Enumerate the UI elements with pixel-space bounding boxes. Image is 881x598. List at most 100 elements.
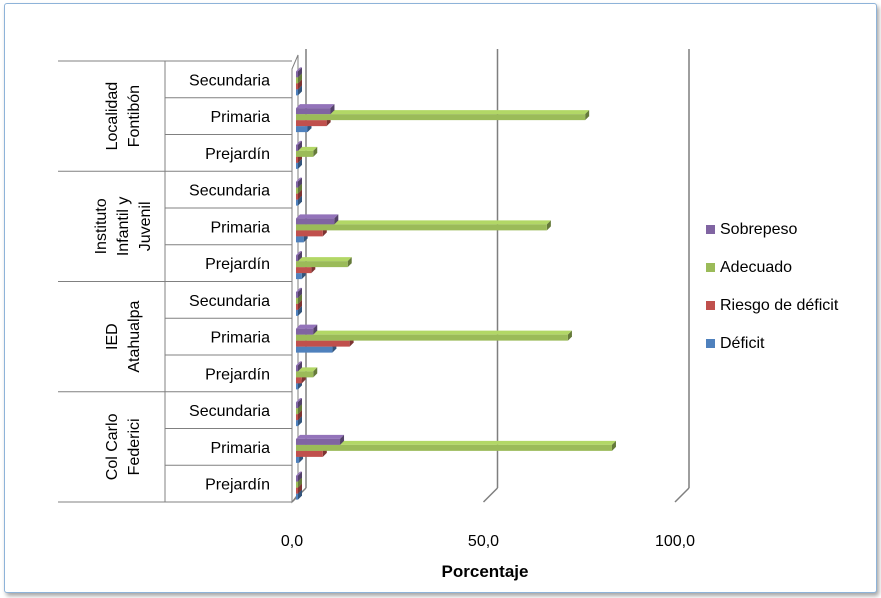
bar-sobrepeso (296, 140, 302, 151)
bar-front-face (296, 371, 314, 378)
bar-front-face (296, 236, 304, 243)
bar-front-face (296, 261, 348, 268)
bar-front-face (296, 444, 612, 451)
bar-sobrepeso (296, 214, 339, 225)
bar-side-face (298, 404, 302, 415)
bar-side-face (340, 434, 345, 445)
bar-front-face (296, 438, 341, 445)
bar-front-face (296, 334, 568, 341)
bar-top-face (296, 140, 302, 145)
bar-front-face (296, 456, 300, 463)
bar-front-face (296, 156, 298, 163)
bar-side-face (298, 140, 302, 151)
category-tick-label: Prejardín (205, 256, 270, 273)
bar-side-face (546, 220, 551, 231)
bar-top-face (296, 220, 551, 225)
bar-front-face (296, 114, 586, 121)
bar-sobrepeso (296, 177, 302, 188)
bar-front-face (296, 493, 298, 500)
bar-adecuado (296, 220, 551, 231)
bar-side-face (298, 85, 302, 96)
bar-side-face (298, 195, 302, 206)
category-tick-label: Prejardín (205, 146, 270, 163)
bar-side-face (334, 214, 339, 225)
bar-side-face (298, 471, 302, 482)
legend-label: Riesgo de déficit (720, 297, 839, 314)
bar-front-face (296, 218, 335, 225)
bar-front-face (296, 383, 298, 390)
legend-label: Sobrepeso (720, 221, 797, 238)
bar-top-face (296, 361, 302, 366)
bar-front-face (296, 224, 547, 231)
bar-side-face (298, 79, 302, 90)
bar-top-face (296, 214, 339, 219)
legend-swatch (706, 263, 715, 272)
legend-label: Adecuado (720, 259, 792, 276)
bar-front-face (296, 71, 298, 78)
bar-front-face (296, 346, 333, 353)
bar-sobrepeso (296, 361, 302, 372)
bar-front-face (296, 144, 298, 151)
legend-item: Sobrepeso (706, 221, 797, 238)
bar-front-face (296, 193, 298, 200)
category-tick-label: Primaria (210, 219, 270, 236)
bar-front-face (296, 89, 298, 96)
bar-front-face (296, 126, 308, 133)
bar-side-face (298, 398, 302, 409)
bar-sobrepeso (296, 251, 302, 262)
legend-item: Déficit (706, 335, 765, 352)
bar-sobrepeso (296, 471, 302, 482)
chart-frame (4, 3, 877, 593)
bar-side-face (298, 158, 302, 169)
bar-side-face (298, 416, 302, 427)
bar-front-face (296, 328, 314, 335)
legend-item: Adecuado (706, 259, 792, 276)
category-tick-label: Secundaria (189, 293, 270, 310)
bar-side-face (298, 489, 302, 500)
bar-side-face (298, 293, 302, 304)
x-tick-label: 100,0 (655, 533, 695, 550)
bar-side-face (567, 330, 572, 341)
legend-label: Déficit (720, 335, 765, 352)
bar-side-face (313, 324, 318, 335)
bar-side-face (347, 257, 352, 268)
bar-side-face (330, 104, 335, 115)
legend-swatch (706, 339, 715, 348)
category-tick-label: Prejardín (205, 477, 270, 494)
bar-front-face (296, 273, 302, 280)
bar-side-face (585, 110, 590, 121)
bar-front-face (296, 377, 302, 384)
category-tick-label: Primaria (210, 440, 270, 457)
bar-front-face (296, 481, 298, 488)
category-tick-label: Primaria (210, 330, 270, 347)
bar-adecuado (296, 440, 616, 451)
bar-top-face (296, 324, 318, 329)
bar-front-face (296, 108, 331, 115)
bar-top-face (296, 146, 318, 151)
category-tick-label: Secundaria (189, 183, 270, 200)
x-axis-ticks: 0,0 50,0 100,0 (281, 533, 695, 550)
bar-front-face (296, 475, 298, 482)
bar-top-face (296, 471, 302, 476)
gridline-depth (674, 487, 690, 503)
bar-top-face (296, 440, 616, 445)
bar-front-face (296, 291, 298, 298)
bar-front-face (296, 83, 298, 90)
bar-front-face (296, 267, 312, 274)
bar-side-face (313, 367, 318, 378)
legend-swatch (706, 225, 715, 234)
x-tick-label: 0,0 (281, 533, 303, 550)
bar-front-face (296, 414, 298, 421)
bar-side-face (298, 73, 302, 84)
bar-front-face (296, 181, 298, 188)
bar-adecuado (296, 110, 590, 121)
bar-front-face (296, 450, 323, 457)
bar-side-face (298, 477, 302, 488)
bar-top-face (296, 287, 302, 292)
bar-top-face (296, 67, 302, 72)
bar-side-face (298, 299, 302, 310)
bar-top-face (296, 434, 345, 439)
bar-adecuado (296, 257, 352, 268)
bar-front-face (296, 402, 298, 409)
